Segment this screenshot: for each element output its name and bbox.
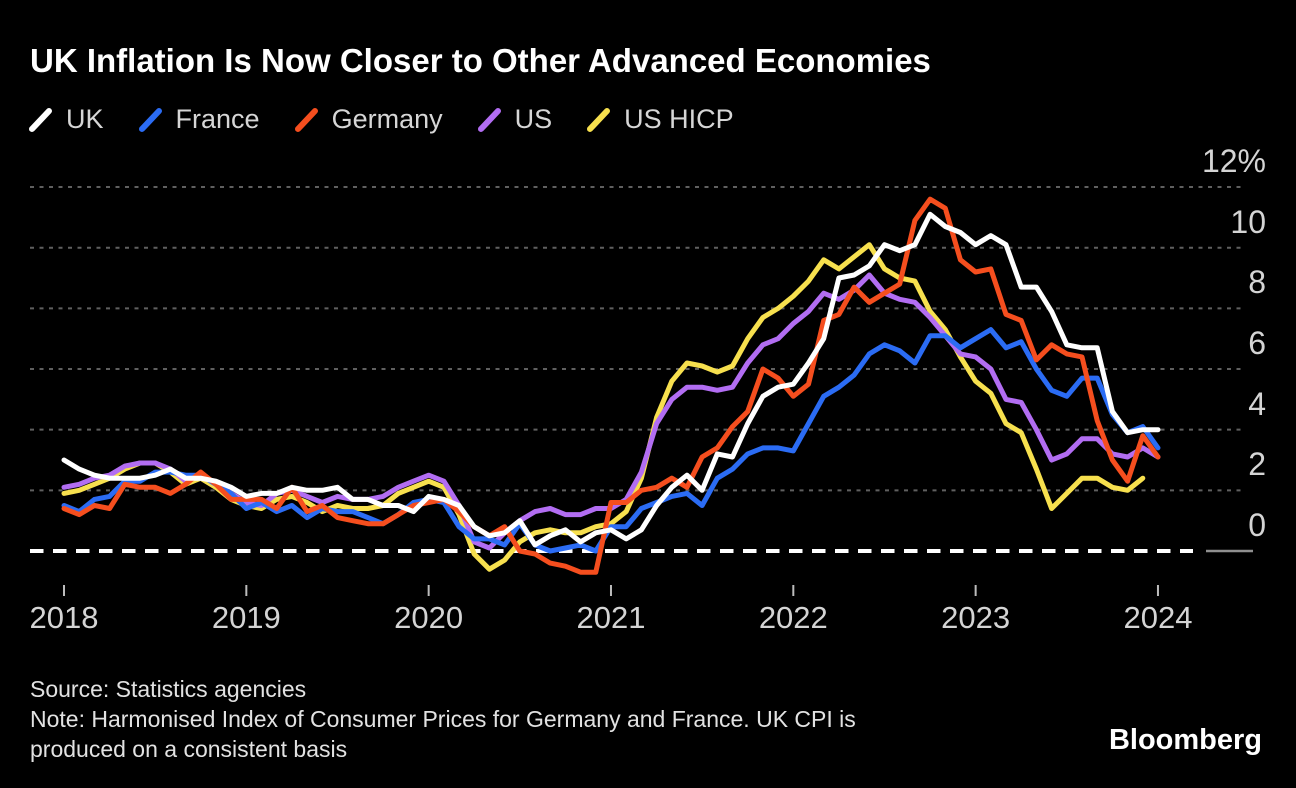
germany-swatch-icon — [294, 107, 318, 132]
x-axis-label-2021: 2021 — [576, 600, 646, 635]
x-axis-label-2019: 2019 — [211, 600, 281, 635]
legend-item-germany: Germany — [294, 104, 443, 135]
legend-label-france: France — [175, 104, 260, 134]
y-axis-label-2: 2 — [1248, 446, 1266, 483]
france-swatch-slash — [138, 107, 162, 132]
bloomberg-logo: Bloomberg — [1108, 724, 1262, 756]
series-line-france — [61, 327, 1161, 554]
x-axis-label-2018: 2018 — [29, 600, 99, 635]
legend: UK France Germany US US HICP — [28, 104, 734, 135]
legend-label-uk: UK — [66, 104, 104, 134]
us-hicp-swatch-slash — [587, 107, 611, 132]
us-hicp-swatch-icon — [587, 107, 611, 132]
us-swatch-icon — [477, 107, 501, 132]
footer-notes: Source: Statistics agencies Note: Harmon… — [30, 674, 856, 764]
legend-label-germany: Germany — [331, 104, 443, 134]
y-axis-label-8: 8 — [1248, 264, 1266, 301]
y-axis-label-6: 6 — [1248, 325, 1266, 362]
legend-item-france: France — [138, 104, 260, 135]
y-axis-label-10: 10 — [1230, 203, 1266, 240]
legend-item-us-hicp: US HICP — [586, 104, 734, 135]
legend-item-uk: UK — [28, 104, 104, 135]
x-axis-label-2022: 2022 — [758, 600, 828, 635]
note-text-line2: produced on a consistent basis — [30, 736, 348, 762]
source-text: Source: Statistics agencies — [30, 676, 307, 702]
x-axis-label-2024: 2024 — [1123, 600, 1193, 635]
legend-label-us-hicp: US HICP — [624, 104, 734, 134]
y-axis-label-4: 4 — [1248, 385, 1266, 422]
chart-title: UK Inflation Is Now Closer to Other Adva… — [30, 42, 931, 79]
series-line-us-hicp — [61, 242, 1146, 572]
legend-label-us: US — [514, 104, 553, 134]
legend-item-us: US — [477, 104, 553, 135]
france-swatch-icon — [138, 107, 162, 132]
uk-swatch-icon — [29, 107, 52, 132]
us-swatch-slash — [477, 107, 501, 132]
y-axis-label-0: 0 — [1248, 507, 1266, 543]
x-axis-label-2023: 2023 — [941, 600, 1011, 635]
y-axis-label-12: 12% — [1201, 143, 1266, 180]
series-line-uk — [61, 211, 1161, 548]
germany-swatch-slash — [294, 107, 318, 132]
uk-swatch-slash — [29, 107, 52, 132]
note-text-line1: Note: Harmonised Index of Consumer Price… — [30, 706, 856, 732]
x-axis-label-2020: 2020 — [394, 600, 464, 635]
series-line-germany — [61, 196, 1161, 575]
